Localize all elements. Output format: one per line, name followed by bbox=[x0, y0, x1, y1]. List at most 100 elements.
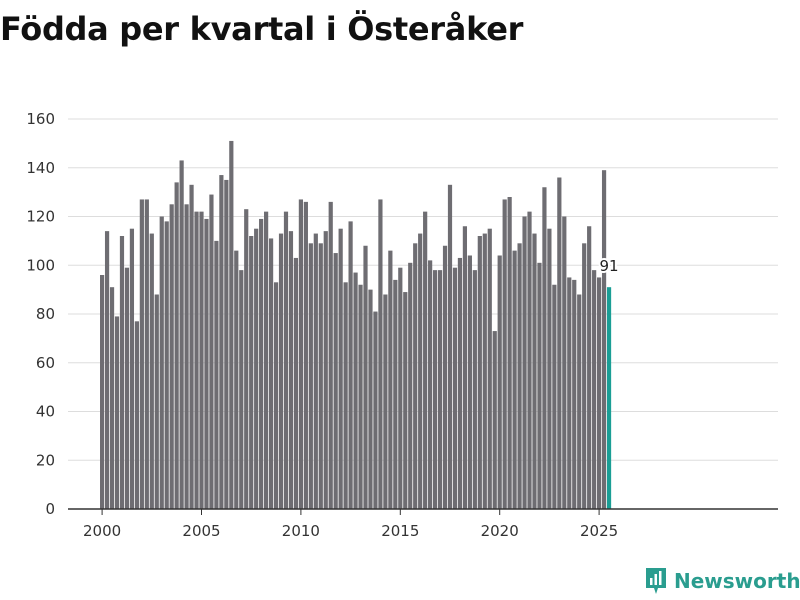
bar bbox=[597, 277, 602, 509]
bar bbox=[428, 260, 433, 510]
x-tick-label: 2005 bbox=[182, 522, 220, 540]
bar bbox=[249, 236, 254, 509]
newsworthy-logo-icon bbox=[646, 568, 666, 594]
bar bbox=[507, 197, 512, 509]
bar bbox=[144, 199, 149, 509]
bar bbox=[134, 321, 139, 509]
bar bbox=[373, 311, 378, 509]
bar bbox=[567, 277, 572, 509]
bar bbox=[298, 199, 303, 509]
bar bbox=[552, 284, 557, 509]
y-tick-label: 160 bbox=[26, 110, 55, 128]
brand-name: Newsworthy bbox=[674, 569, 800, 593]
bar bbox=[338, 228, 343, 509]
bar bbox=[169, 204, 174, 509]
x-tick-label: 2015 bbox=[381, 522, 419, 540]
bar bbox=[572, 279, 577, 510]
bar bbox=[582, 243, 587, 509]
bar bbox=[273, 282, 279, 509]
bar bbox=[358, 284, 363, 509]
bar bbox=[288, 231, 294, 510]
bar bbox=[532, 233, 537, 509]
bar bbox=[477, 236, 482, 509]
bar bbox=[492, 331, 497, 509]
bar bbox=[328, 201, 333, 510]
chart-title: Födda per kvartal i Österåker bbox=[0, 10, 524, 48]
data-labels: 91 bbox=[597, 255, 620, 277]
x-axis: 2000 2005 2010 2015 2020 2025 bbox=[68, 508, 778, 540]
y-tick-label: 100 bbox=[26, 256, 55, 274]
bar bbox=[512, 250, 517, 510]
bars bbox=[100, 140, 612, 510]
x-tick-label: 2000 bbox=[83, 522, 121, 540]
y-tick-label: 60 bbox=[36, 354, 55, 372]
bar bbox=[239, 270, 244, 510]
bar bbox=[119, 236, 125, 509]
bar bbox=[393, 279, 398, 510]
bar bbox=[308, 243, 313, 509]
bar bbox=[527, 211, 532, 510]
bar bbox=[403, 292, 408, 509]
bar bbox=[432, 270, 438, 510]
bar bbox=[129, 228, 135, 509]
bar bbox=[109, 287, 115, 509]
bar bbox=[383, 294, 388, 509]
bar bbox=[462, 226, 468, 509]
bar bbox=[398, 267, 403, 509]
bar bbox=[278, 233, 284, 509]
bar bbox=[219, 175, 224, 509]
bar bbox=[268, 238, 274, 509]
bar bbox=[214, 240, 219, 510]
bar bbox=[537, 262, 542, 509]
bar bbox=[209, 194, 214, 509]
bar bbox=[447, 184, 453, 509]
bar bbox=[139, 199, 144, 509]
bar bbox=[293, 257, 299, 509]
bar bbox=[204, 218, 209, 509]
bar-highlight bbox=[606, 287, 612, 509]
bar bbox=[472, 270, 477, 510]
bar bbox=[194, 211, 199, 510]
bar bbox=[259, 218, 264, 509]
y-tick-label: 140 bbox=[26, 159, 55, 177]
bar bbox=[149, 233, 154, 509]
bar bbox=[264, 211, 269, 510]
x-tick-label: 2025 bbox=[580, 522, 618, 540]
bar bbox=[587, 226, 592, 509]
bar bbox=[184, 204, 189, 509]
bar bbox=[562, 216, 567, 509]
bar bbox=[487, 228, 492, 509]
bar bbox=[244, 209, 249, 509]
bar bbox=[363, 245, 368, 509]
bar bbox=[234, 250, 239, 510]
bar bbox=[482, 233, 487, 509]
y-tick-label: 120 bbox=[26, 208, 55, 226]
bar bbox=[164, 221, 169, 510]
bar bbox=[323, 231, 328, 510]
bar bbox=[452, 267, 458, 509]
bar bbox=[601, 170, 607, 509]
bar bbox=[517, 243, 522, 509]
bar bbox=[378, 199, 383, 509]
newsworthy-logo[interactable]: Newsworthy bbox=[644, 566, 800, 596]
y-tick-label: 40 bbox=[36, 403, 55, 421]
x-tick-label: 2010 bbox=[282, 522, 320, 540]
bar bbox=[353, 272, 358, 509]
highlight-value-label: 91 bbox=[599, 257, 618, 275]
bar bbox=[592, 270, 597, 510]
bar bbox=[159, 216, 164, 509]
bar bbox=[343, 282, 348, 509]
y-tick-label: 80 bbox=[36, 305, 55, 323]
bar bbox=[254, 228, 259, 509]
x-tick-label: 2020 bbox=[481, 522, 519, 540]
bar bbox=[467, 255, 472, 509]
bar bbox=[577, 294, 582, 509]
bar bbox=[413, 243, 418, 509]
bar bbox=[497, 255, 502, 509]
bar bbox=[437, 270, 443, 510]
bar bbox=[442, 245, 448, 509]
bar bbox=[100, 275, 105, 509]
bar bbox=[303, 201, 308, 510]
bar bbox=[408, 262, 413, 509]
